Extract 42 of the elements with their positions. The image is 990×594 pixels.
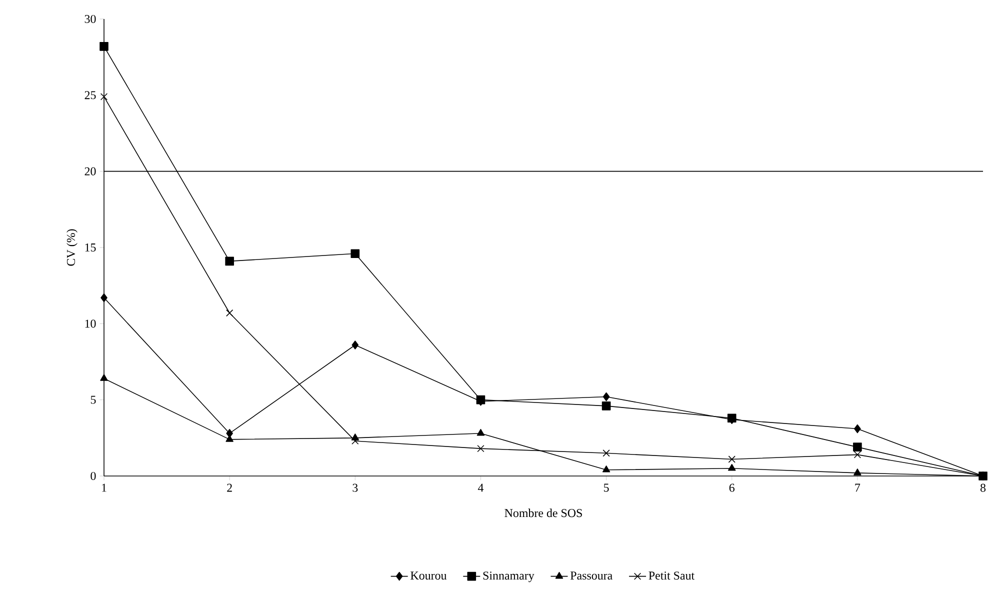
y-tick-label: 20 — [84, 167, 96, 176]
point — [853, 442, 862, 452]
legend-label: Sinnamary — [483, 572, 534, 582]
point — [100, 93, 108, 100]
point — [352, 340, 359, 350]
x-tick-label: 6 — [729, 484, 734, 492]
point — [854, 451, 862, 458]
point — [100, 374, 108, 381]
point — [728, 456, 736, 463]
y-tick-label: 0 — [90, 472, 96, 480]
x-tick-label: 5 — [604, 484, 609, 492]
x-tick-label: 8 — [980, 484, 986, 492]
point — [602, 466, 610, 472]
legend-label: Petit Saut — [648, 572, 695, 580]
point — [226, 309, 234, 317]
x-tick-label: 2 — [227, 484, 232, 492]
y-axis-title: CV (%) — [66, 229, 78, 266]
y-tick-label: 10 — [85, 320, 96, 328]
point — [476, 428, 485, 436]
point — [602, 402, 611, 410]
legend-label: Kourou — [410, 572, 447, 580]
x-tick-label: 3 — [352, 484, 358, 492]
legend-label: Passoura — [570, 572, 612, 580]
y-tick-label: 5 — [90, 396, 96, 404]
point — [100, 293, 108, 302]
y-tick-label: 30 — [84, 14, 96, 24]
point — [602, 392, 610, 402]
point — [728, 464, 736, 471]
point — [350, 249, 360, 258]
x-axis-title: Nombre de SOS — [504, 508, 582, 518]
point — [352, 437, 359, 445]
point — [100, 42, 108, 51]
x-tick-label: 4 — [478, 484, 484, 492]
y-tick-label: 25 — [84, 91, 96, 100]
point — [225, 256, 234, 266]
y-tick-label: 15 — [85, 243, 96, 252]
x-tick-label: 1 — [102, 484, 106, 492]
point — [477, 445, 484, 452]
point — [602, 450, 610, 457]
point — [854, 424, 861, 434]
point — [854, 468, 862, 476]
x-tick-label: 7 — [855, 484, 860, 492]
